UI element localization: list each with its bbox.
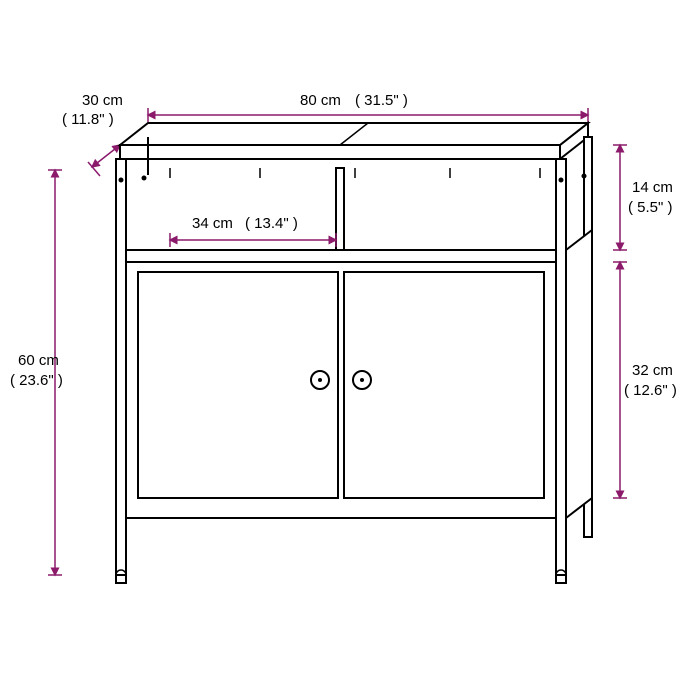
svg-text:( 12.6" ): ( 12.6" ): [624, 382, 677, 399]
svg-text:80 cm: 80 cm: [300, 92, 341, 109]
svg-text:( 13.4" ): ( 13.4" ): [245, 215, 298, 232]
left-door: [138, 272, 338, 498]
svg-text:34 cm: 34 cm: [192, 215, 233, 232]
svg-text:30 cm: 30 cm: [82, 92, 123, 109]
dim-width: 80 cm ( 31.5" ): [148, 92, 588, 122]
svg-text:( 23.6" ): ( 23.6" ): [10, 372, 63, 389]
right-door: [344, 272, 544, 498]
cabinet: [116, 123, 592, 583]
dim-shelf-width: 34 cm ( 13.4" ): [170, 215, 336, 247]
dim-depth: 30 cm ( 11.8" ): [62, 92, 123, 176]
svg-text:( 5.5" ): ( 5.5" ): [628, 199, 673, 216]
dim-height: 60 cm ( 23.6" ): [10, 170, 63, 575]
svg-text:( 31.5" ): ( 31.5" ): [355, 92, 408, 109]
dim-door-height: 32 cm ( 12.6" ): [613, 262, 677, 498]
svg-text:60 cm: 60 cm: [18, 352, 59, 369]
svg-text:14 cm: 14 cm: [632, 179, 673, 196]
dim-top-gap: 14 cm ( 5.5" ): [613, 145, 673, 250]
svg-text:32 cm: 32 cm: [632, 362, 673, 379]
diagram-canvas: 30 cm ( 11.8" ) 80 cm ( 31.5" ) 60 cm ( …: [0, 0, 700, 700]
svg-text:( 11.8" ): ( 11.8" ): [62, 111, 114, 128]
shelf-back-hints: [170, 168, 540, 178]
